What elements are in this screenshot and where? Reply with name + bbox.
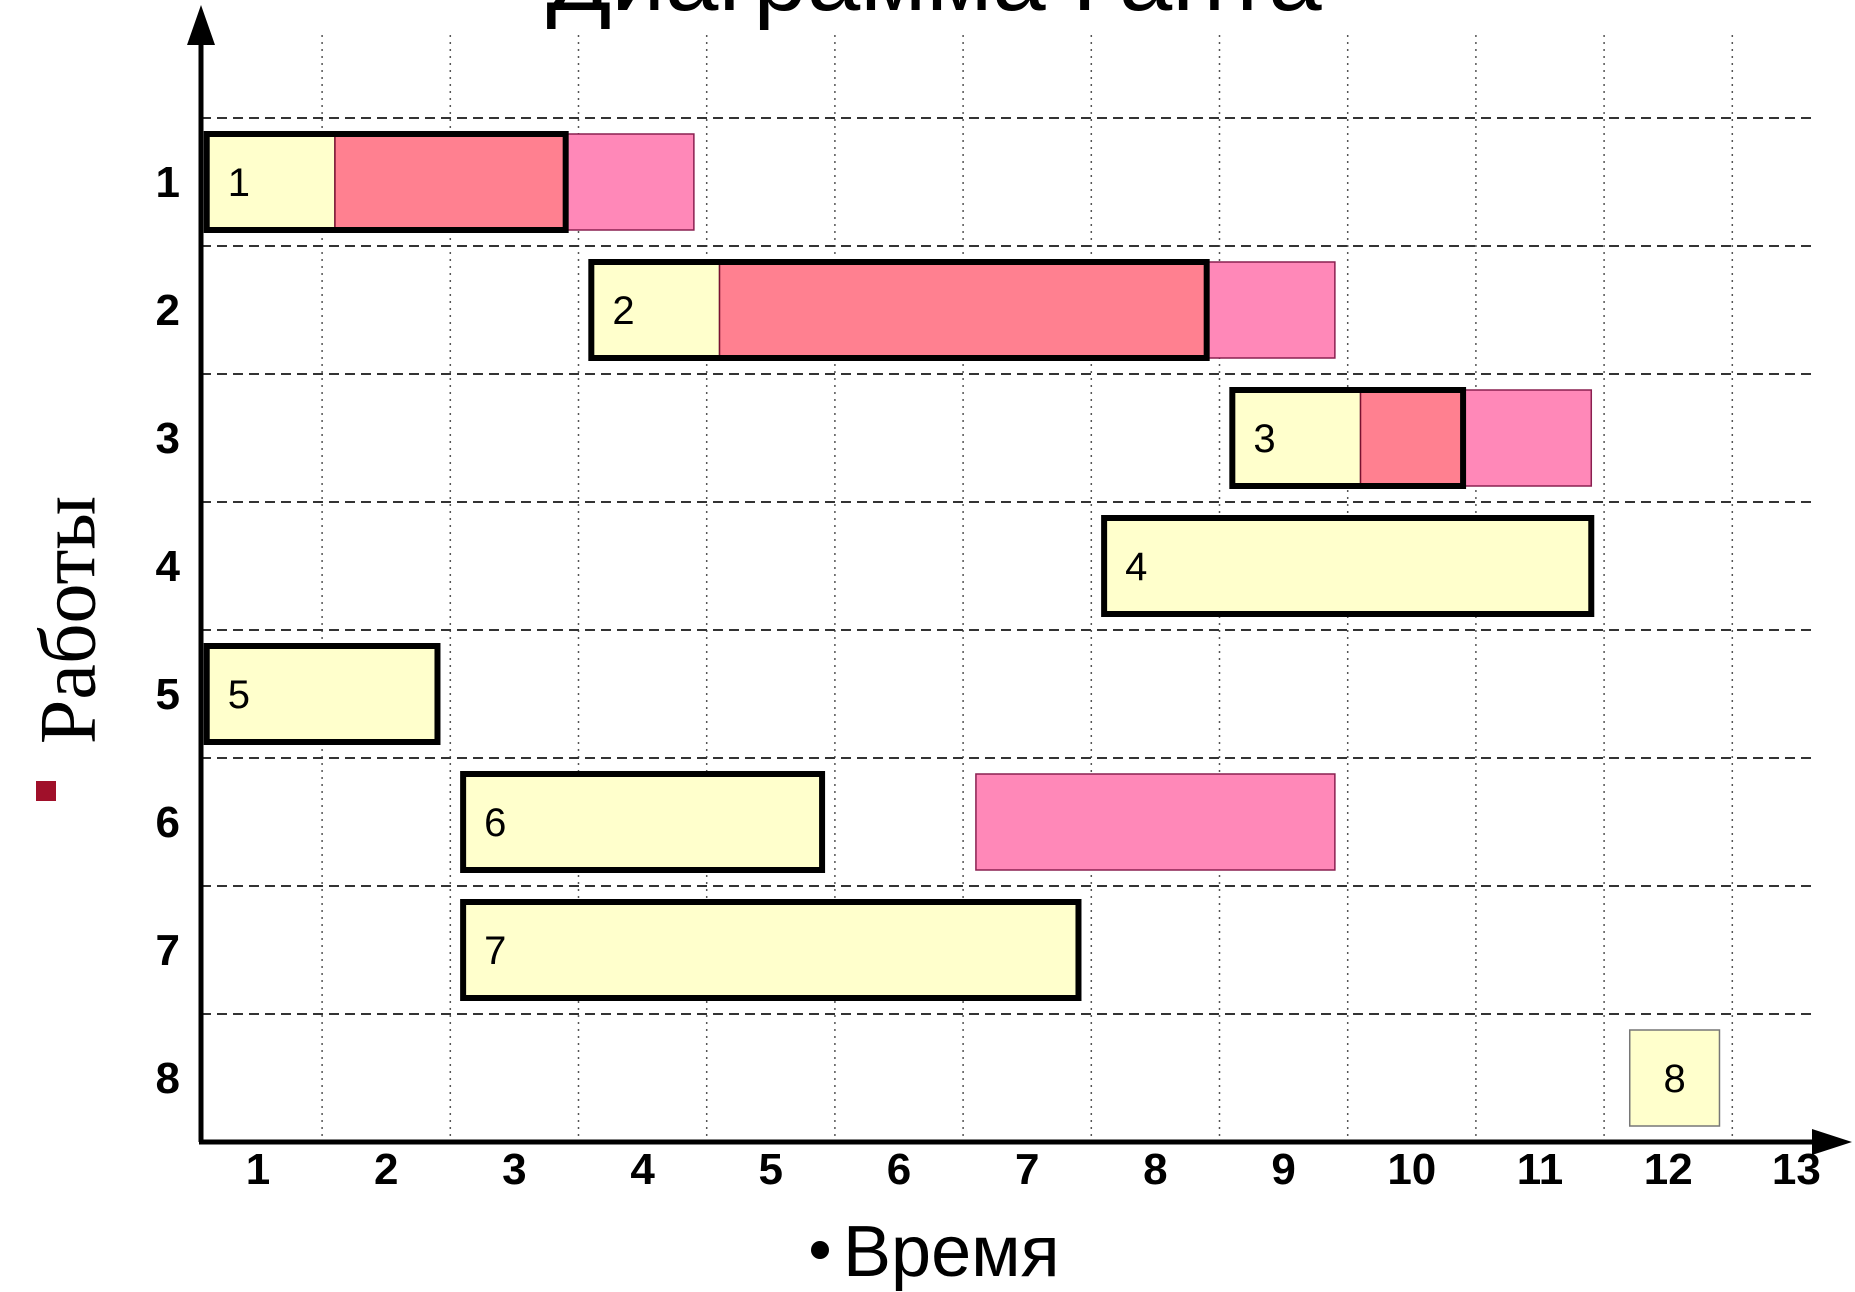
task-label: 8 — [1663, 1057, 1685, 1101]
task-segment-base — [1628, 1029, 1721, 1127]
task-bars: 1 2 3 4 5 6 7 8 — [203, 131, 1721, 1127]
x-axis-label: Время — [843, 1212, 1060, 1292]
y-tick-label: 1 — [156, 158, 180, 207]
task-segment-base — [462, 773, 823, 871]
x-tick-label: 5 — [759, 1145, 783, 1194]
task-segment-critical — [718, 261, 1208, 359]
x-tick-label: 1 — [246, 1145, 270, 1194]
task-label: 1 — [228, 161, 250, 205]
y-axis-label: Работы — [24, 496, 112, 744]
task-segment-reserve — [975, 773, 1336, 871]
task-segment-base — [1103, 517, 1593, 615]
task-segment-base — [462, 901, 1080, 999]
task-bar-3: 3 — [1229, 387, 1593, 489]
task-bar-6: 6 — [460, 771, 1336, 873]
task-segment-reserve — [1462, 389, 1593, 487]
y-tick-label: 4 — [156, 542, 181, 591]
task-outline — [588, 259, 1210, 361]
y-tick-label: 2 — [156, 286, 180, 335]
task-segment-base — [205, 133, 336, 231]
task-label: 6 — [484, 801, 506, 845]
task-outline — [203, 131, 569, 233]
task-outline — [460, 899, 1082, 1001]
x-tick-label: 8 — [1143, 1145, 1167, 1194]
x-tick-label: 13 — [1772, 1145, 1821, 1194]
task-segment-reserve — [564, 133, 695, 231]
task-bar-1: 1 — [203, 131, 695, 233]
task-segment-critical — [334, 133, 567, 231]
task-label: 7 — [484, 929, 506, 973]
task-label: 5 — [228, 673, 250, 717]
axes — [187, 5, 1852, 1155]
x-axis-arrow — [1812, 1129, 1852, 1155]
x-tick-label: 6 — [887, 1145, 911, 1194]
task-bar-2: 2 — [588, 259, 1336, 361]
task-bar-5: 5 — [203, 643, 441, 745]
task-bar-4: 4 — [1101, 515, 1595, 617]
task-segment-base — [1231, 389, 1362, 487]
task-segment-base — [590, 261, 721, 359]
task-label: 3 — [1253, 417, 1275, 461]
y-tick-labels: 1 2 3 4 5 6 7 8 — [156, 158, 181, 1103]
y-tick-label: 8 — [156, 1054, 180, 1103]
y-axis-arrow — [187, 5, 215, 45]
x-tick-labels: 1 2 3 4 5 6 7 8 9 10 11 12 13 — [246, 1145, 1821, 1194]
task-outline — [203, 643, 441, 745]
chart-title: Диаграмма Ганта — [546, 0, 1322, 31]
x-tick-label: 10 — [1387, 1145, 1436, 1194]
task-bar-8: 8 — [1628, 1029, 1721, 1127]
y-tick-label: 6 — [156, 798, 180, 847]
x-tick-label: 3 — [502, 1145, 526, 1194]
task-label: 2 — [612, 289, 634, 333]
task-segment-reserve — [1205, 261, 1336, 359]
y-axis-bullet-icon — [36, 781, 56, 801]
x-tick-label: 12 — [1644, 1145, 1693, 1194]
task-segment-critical — [1359, 389, 1464, 487]
task-bar-7: 7 — [460, 899, 1082, 1001]
x-tick-label: 2 — [374, 1145, 398, 1194]
task-outline — [1101, 515, 1595, 617]
task-label: 4 — [1125, 545, 1147, 589]
x-tick-label: 9 — [1271, 1145, 1295, 1194]
y-tick-label: 7 — [156, 926, 180, 975]
x-tick-label: 4 — [630, 1145, 655, 1194]
task-outline — [1229, 387, 1467, 489]
x-tick-label: 7 — [1015, 1145, 1039, 1194]
y-tick-label: 5 — [156, 670, 180, 719]
x-axis-bullet-icon — [811, 1241, 829, 1259]
y-tick-label: 3 — [156, 414, 180, 463]
task-outline — [460, 771, 826, 873]
x-tick-label: 11 — [1517, 1145, 1564, 1194]
